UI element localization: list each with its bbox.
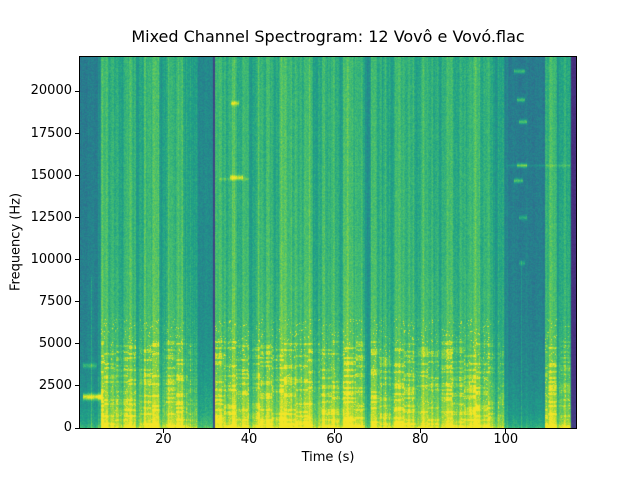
spectrogram-heatmap	[80, 57, 576, 428]
x-tick-mark	[419, 429, 421, 433]
y-axis-label: Frequency (Hz)	[8, 192, 24, 292]
y-tick-label: 7500	[38, 293, 72, 309]
x-tick-label: 40	[240, 432, 258, 447]
y-tick-mark	[75, 133, 79, 135]
y-tick-mark	[75, 301, 79, 303]
y-tick-label: 10000	[30, 251, 72, 267]
y-tick-mark	[75, 217, 79, 219]
y-tick-label: 0	[63, 420, 72, 435]
y-tick-label: 20000	[30, 83, 72, 99]
y-tick-mark	[75, 259, 79, 261]
y-tick-label: 2500	[38, 377, 72, 393]
y-tick-label: 12500	[30, 209, 72, 225]
y-tick-mark	[75, 90, 79, 92]
y-tick-mark	[75, 385, 79, 387]
x-tick-label: 100	[493, 432, 519, 447]
x-tick-mark	[162, 429, 164, 433]
x-tick-label: 80	[411, 432, 429, 447]
x-axis-label: Time (s)	[301, 450, 355, 465]
x-tick-label: 60	[326, 432, 343, 447]
x-tick-mark	[505, 429, 507, 433]
x-tick-mark	[248, 429, 250, 433]
y-tick-mark	[75, 175, 79, 177]
plot-title: Mixed Channel Spectrogram: 12 Vovô e Vov…	[131, 27, 525, 46]
y-tick-label: 5000	[38, 335, 72, 351]
y-tick-label: 17500	[30, 125, 72, 141]
x-tick-label: 20	[155, 432, 172, 447]
x-tick-mark	[334, 429, 336, 433]
y-tick-label: 15000	[30, 167, 72, 183]
y-tick-mark	[75, 427, 79, 429]
y-tick-mark	[75, 343, 79, 345]
